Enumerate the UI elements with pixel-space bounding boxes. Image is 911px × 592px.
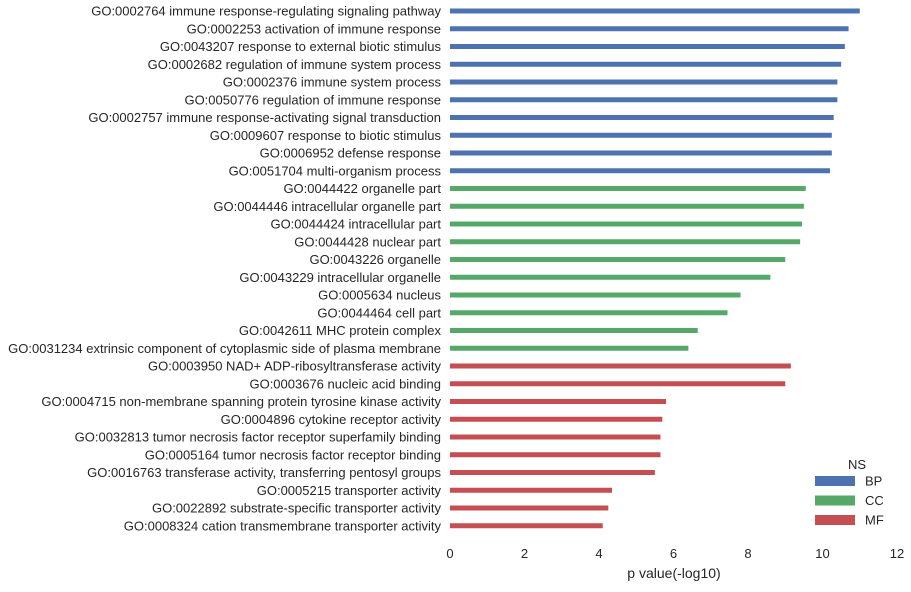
bar-4 (450, 79, 838, 85)
bar-9 (450, 168, 830, 174)
category-label: GO:0002682 regulation of immune system p… (148, 57, 442, 72)
category-label: GO:0002757 immune response-activating si… (88, 110, 441, 125)
bar-16 (450, 292, 741, 298)
bar-22 (450, 399, 667, 404)
bar-25 (450, 452, 661, 458)
category-label: GO:0044422 organelle part (283, 181, 441, 196)
category-label: GO:0044446 intracellular organelle part (213, 199, 441, 214)
legend-entries: BP CC MF (815, 474, 884, 528)
bar-27 (450, 487, 613, 493)
x-tick-label: 8 (744, 546, 751, 561)
category-label: GO:0016763 transferase activity, transfe… (87, 465, 441, 480)
bar-14 (450, 257, 786, 262)
category-label: GO:0043229 intracellular organelle (239, 270, 441, 285)
x-tick-label: 6 (670, 546, 677, 561)
bar-20 (450, 363, 791, 369)
legend: NS BP CC MF (815, 457, 884, 528)
bars-layer (450, 8, 860, 529)
category-label: GO:0002376 immune system process (223, 75, 442, 90)
category-label: GO:0002253 activation of immune response (187, 21, 441, 36)
bar-15 (450, 274, 771, 280)
bar-10 (450, 186, 806, 191)
category-label: GO:0005634 nucleus (318, 288, 441, 303)
category-label: GO:0003676 nucleic acid binding (249, 376, 441, 391)
category-label: GO:0031234 extrinsic component of cytopl… (8, 341, 441, 356)
bar-28 (450, 505, 609, 511)
bar-8 (450, 150, 832, 156)
category-label: GO:0006952 defense response (260, 146, 441, 161)
bar-29 (450, 523, 603, 529)
x-tick-label: 0 (446, 546, 453, 561)
legend-label-bp: BP (865, 474, 882, 489)
legend-title: NS (848, 457, 866, 472)
legend-swatch-cc (815, 495, 855, 506)
x-tick-label: 4 (595, 546, 602, 561)
bar-12 (450, 221, 803, 227)
bar-5 (450, 97, 838, 103)
x-axis-title: p value(-log10) (627, 565, 720, 581)
bar-11 (450, 203, 804, 209)
category-label: GO:0044464 cell part (317, 305, 441, 320)
bar-18 (450, 328, 698, 333)
category-label: GO:0042611 MHC protein complex (239, 323, 442, 338)
category-label: GO:0051704 multi-organism process (229, 163, 442, 178)
category-label: GO:0050776 regulation of immune response (184, 92, 441, 107)
legend-label-cc: CC (865, 493, 884, 508)
x-tick-label: 10 (815, 546, 829, 561)
category-label: GO:0002764 immune response-regulating si… (91, 4, 441, 19)
x-tick-label: 2 (521, 546, 528, 561)
bar-6 (450, 115, 834, 120)
category-label: GO:0044424 intracellular part (270, 217, 441, 232)
bar-21 (450, 381, 786, 387)
category-label: GO:0022892 substrate-specific transporte… (152, 501, 442, 516)
category-label: GO:0003950 NAD+ ADP-ribosyltransferase a… (148, 359, 441, 374)
legend-swatch-bp (815, 476, 855, 486)
bar-13 (450, 239, 801, 245)
category-label: GO:0044428 nuclear part (294, 234, 441, 249)
category-label: GO:0043207 response to external biotic s… (160, 39, 442, 54)
category-labels: GO:0002764 immune response-regulating si… (8, 4, 441, 534)
bar-2 (450, 44, 845, 49)
x-tick-label: 12 (890, 546, 904, 561)
category-label: GO:0043226 organelle (309, 252, 441, 267)
legend-label-mf: MF (865, 513, 884, 528)
bar-17 (450, 310, 728, 316)
category-label: GO:0004715 non-membrane spanning protein… (41, 394, 441, 409)
x-axis-ticks: 0 2 4 6 8 10 12 (446, 546, 904, 561)
bar-0 (450, 8, 860, 14)
category-label: GO:0004896 cytokine receptor activity (221, 412, 442, 427)
bar-1 (450, 26, 849, 32)
bar-7 (450, 132, 832, 138)
category-label: GO:0008324 cation transmembrane transpor… (124, 518, 442, 533)
category-label: GO:0005215 transporter activity (257, 483, 442, 498)
legend-swatch-mf (815, 515, 855, 525)
category-label: GO:0009607 response to biotic stimulus (210, 128, 442, 143)
bar-24 (450, 434, 661, 440)
category-label: GO:0005164 tumor necrosis factor recepto… (145, 447, 441, 462)
bar-26 (450, 470, 655, 475)
bar-3 (450, 61, 842, 67)
category-label: GO:0032813 tumor necrosis factor recepto… (75, 430, 441, 445)
bar-23 (450, 416, 663, 422)
bar-19 (450, 345, 689, 351)
